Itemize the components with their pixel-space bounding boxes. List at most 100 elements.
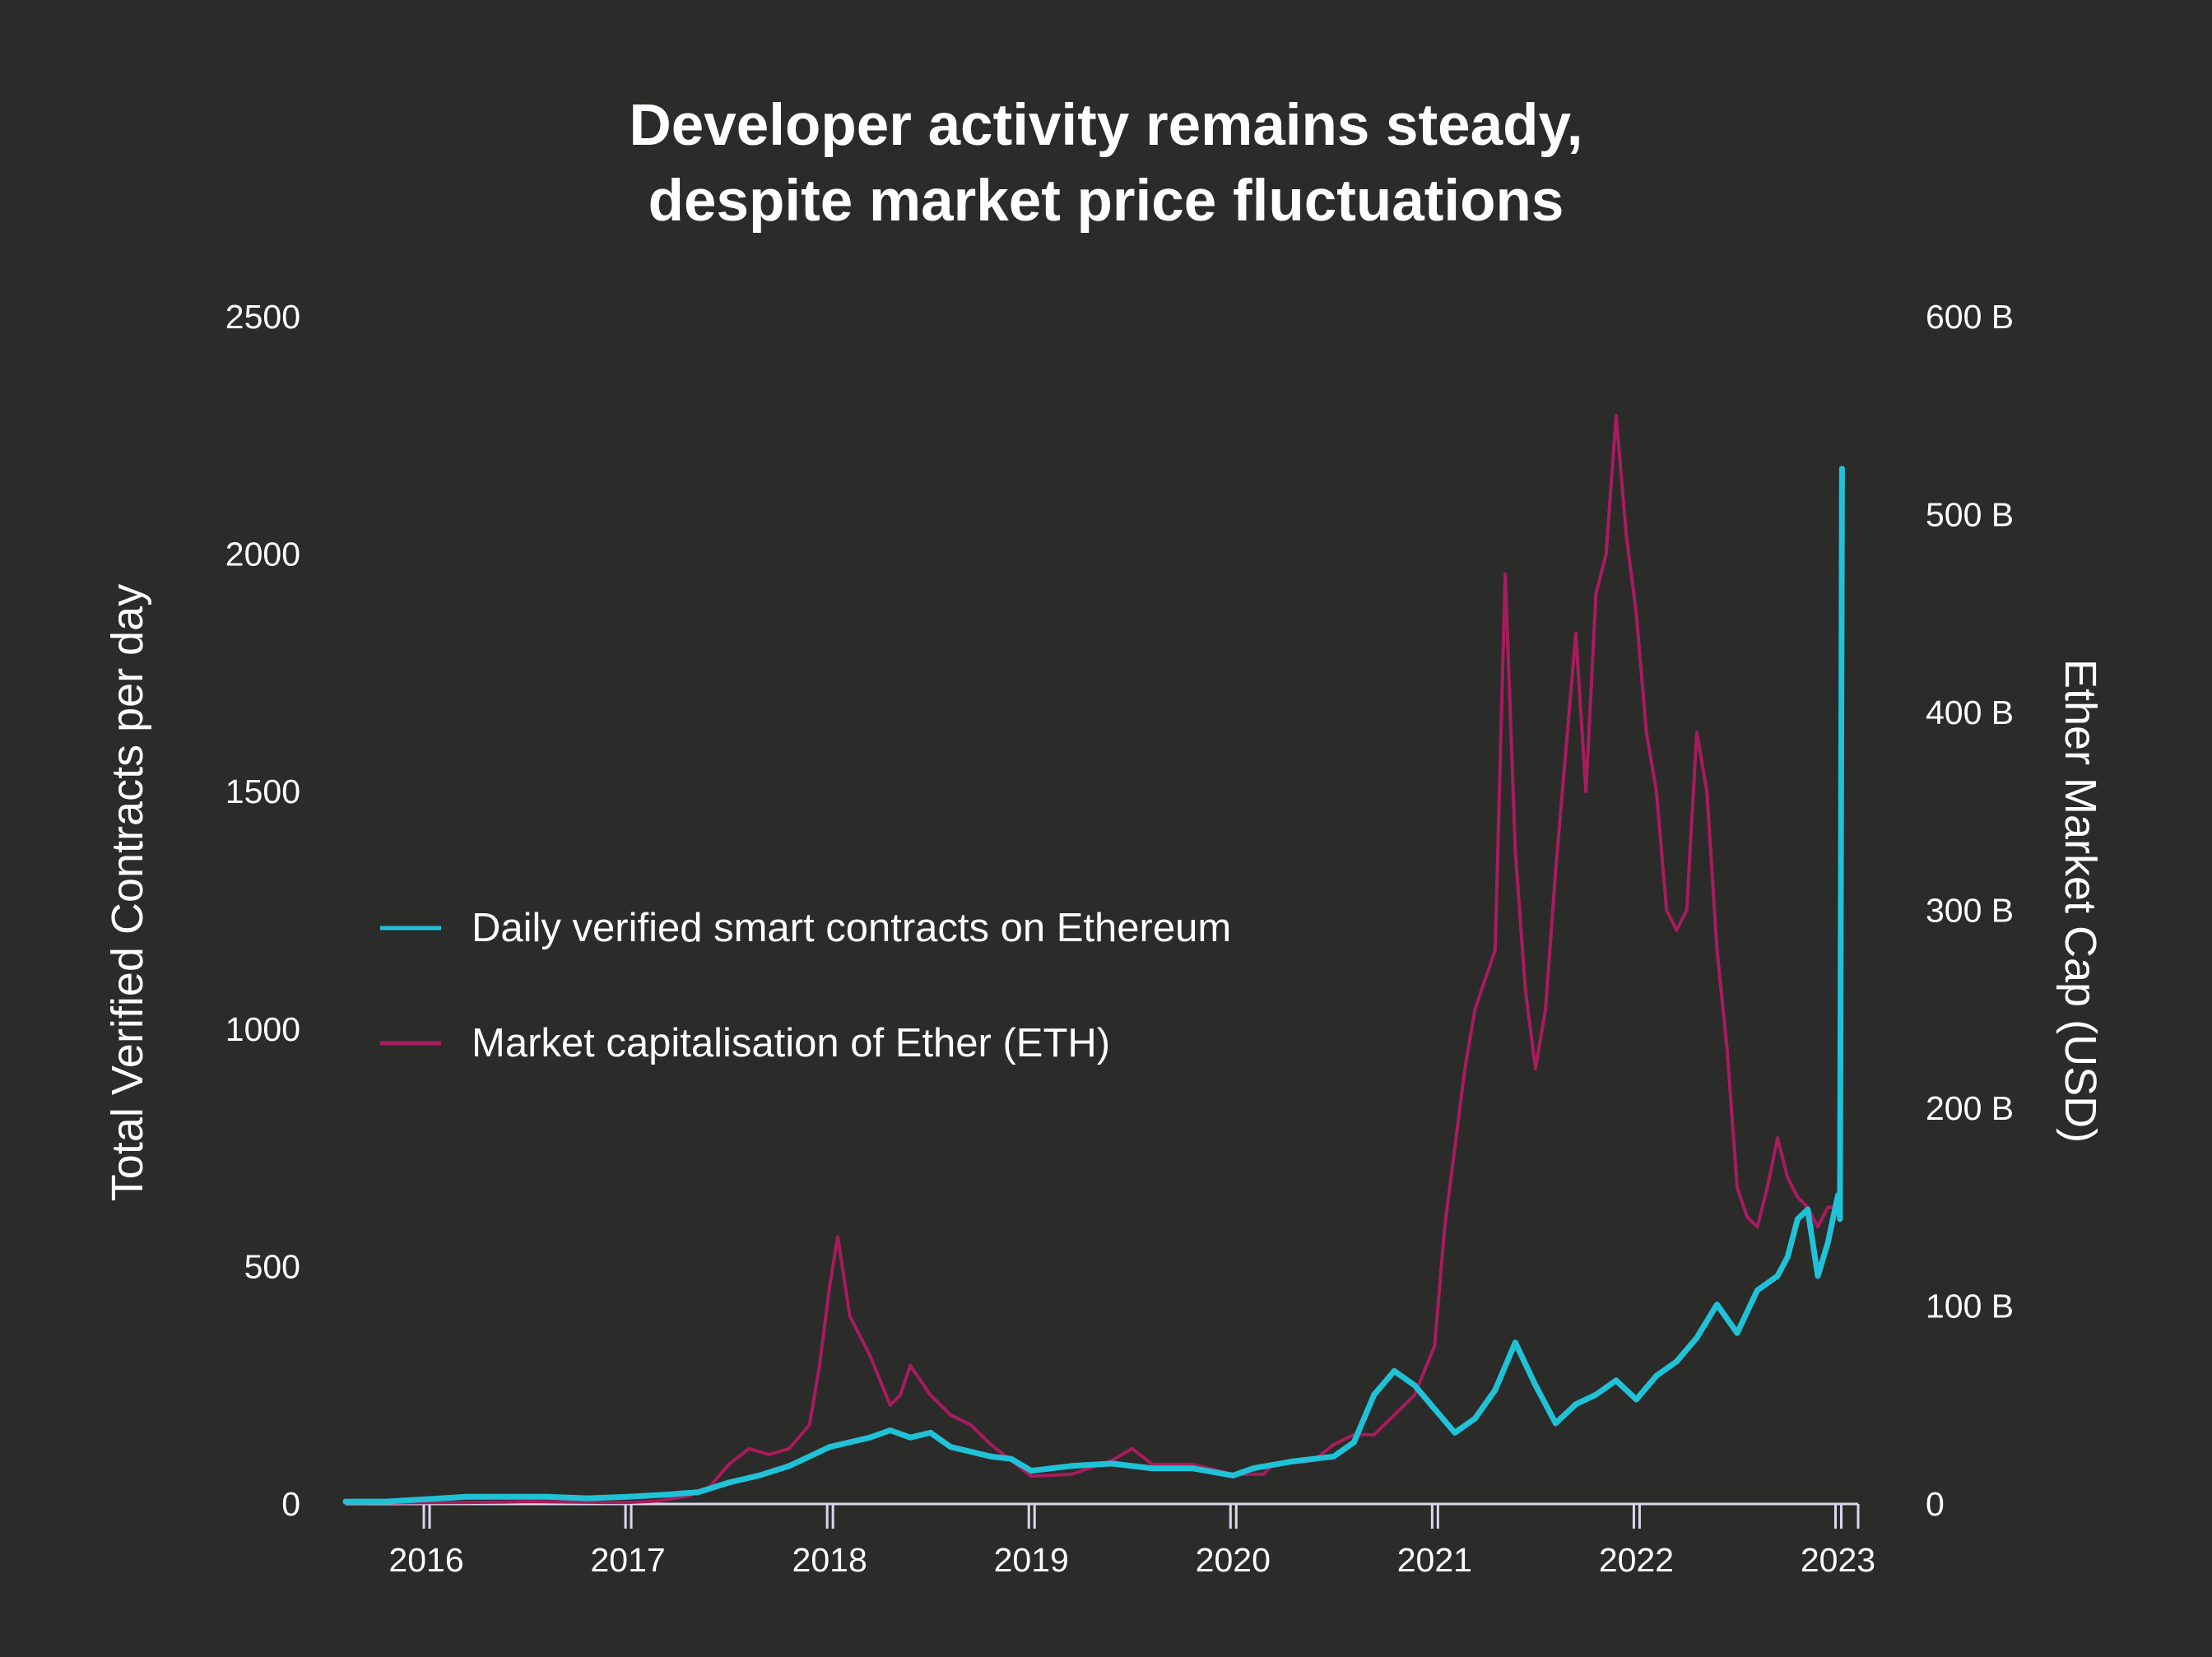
market-cap-point-61 (1614, 414, 1618, 418)
market-cap-point-16 (807, 1423, 811, 1427)
right-tick-label-0: 0 (1926, 1485, 1945, 1523)
contracts-point-41 (1512, 1339, 1518, 1346)
market-cap-point-44 (1412, 1393, 1416, 1397)
market-cap-point-79 (1796, 1195, 1800, 1200)
market-cap-point-28 (989, 1442, 993, 1446)
market-cap-point-81 (1816, 1225, 1819, 1229)
right-tick-label-4: 400 B (1926, 694, 2014, 731)
contracts-point-0 (342, 1498, 349, 1505)
market-cap-point-63 (1634, 611, 1638, 615)
market-cap-point-6 (565, 1500, 569, 1504)
market-cap-point-27 (969, 1423, 973, 1427)
contracts-point-6 (584, 1495, 591, 1502)
contracts-point-24 (1028, 1468, 1034, 1474)
contracts-point-2 (423, 1496, 430, 1502)
contracts-point-21 (968, 1449, 974, 1455)
contracts-point-22 (988, 1453, 994, 1460)
market-cap-point-3 (465, 1501, 468, 1505)
market-cap-point-69 (1694, 731, 1698, 734)
market-cap-point-82 (1826, 1205, 1830, 1209)
market-cap-point-13 (747, 1446, 751, 1450)
market-cap-point-72 (1725, 1047, 1729, 1051)
market-cap-point-76 (1765, 1186, 1769, 1190)
contracts-point-54 (1774, 1273, 1781, 1279)
contracts-point-61 (1837, 1216, 1843, 1223)
market-cap-point-58 (1584, 790, 1588, 794)
title-line-1: Developer activity remains steady, (630, 93, 1583, 158)
contracts-point-34 (1371, 1391, 1378, 1398)
contracts-point-18 (907, 1434, 913, 1441)
contracts-point-51 (1714, 1302, 1720, 1308)
contracts-point-57 (1805, 1206, 1811, 1213)
x-axis: 2016 2017 2018 2019 2020 2021 2022 2023 (346, 1502, 1875, 1579)
market-cap-point-47 (1452, 1146, 1457, 1150)
market-cap-point-78 (1786, 1176, 1790, 1180)
right-tick-label-2: 200 B (1926, 1089, 2014, 1127)
x-tick-label-4: 2020 (1196, 1541, 1271, 1579)
market-cap-point-22 (888, 1403, 892, 1407)
contracts-point-35 (1391, 1367, 1397, 1374)
market-cap-point-49 (1473, 1007, 1477, 1011)
contracts-point-17 (887, 1427, 894, 1433)
x-tick-label-0: 2016 (388, 1541, 463, 1579)
legend-label-contracts: Daily verified smart contracts on Ethere… (472, 906, 1231, 950)
market-cap-point-23 (898, 1393, 902, 1397)
market-cap-point-19 (836, 1235, 839, 1239)
market-cap-point-25 (928, 1393, 932, 1397)
market-cap-point-67 (1675, 928, 1679, 932)
contracts-point-19 (927, 1429, 934, 1436)
contracts-point-10 (726, 1479, 732, 1486)
market-cap-point-34 (1150, 1462, 1155, 1466)
market-cap-point-18 (828, 1284, 832, 1288)
market-cap-point-33 (1130, 1446, 1134, 1450)
contracts-point-55 (1784, 1254, 1791, 1260)
contracts-point-15 (847, 1439, 853, 1446)
market-cap-point-30 (1029, 1474, 1034, 1478)
market-cap-point-65 (1654, 790, 1658, 794)
x-tick-label-6: 2022 (1599, 1541, 1674, 1579)
market-cap-point-75 (1755, 1225, 1759, 1229)
legend-item-market-cap: Market capitalisation of Ether (ETH) (380, 1021, 1110, 1065)
contracts-point-43 (1552, 1420, 1559, 1427)
market-cap-point-74 (1745, 1215, 1750, 1219)
contracts-point-11 (755, 1472, 762, 1478)
right-axis-label: Ether Market Cap (USD) (2056, 659, 2105, 1143)
market-cap-point-53 (1523, 987, 1527, 991)
contracts-point-45 (1592, 1391, 1599, 1398)
market-cap-point-73 (1736, 1186, 1739, 1190)
market-cap-point-14 (767, 1452, 771, 1456)
market-cap-point-57 (1573, 631, 1578, 635)
market-cap-point-52 (1513, 849, 1517, 853)
contracts-point-46 (1613, 1377, 1620, 1384)
left-tick-label-0: 0 (281, 1485, 300, 1523)
market-cap-point-31 (1070, 1472, 1074, 1476)
contracts-point-12 (786, 1463, 792, 1469)
right-tick-label-1: 100 B (1926, 1288, 2014, 1325)
contracts-point-62 (1838, 466, 1845, 472)
chart-title: Developer activity remains steady, despi… (630, 93, 1583, 234)
market-cap-point-46 (1443, 1225, 1447, 1229)
market-cap-point-37 (1262, 1472, 1266, 1476)
market-cap-point-42 (1372, 1432, 1376, 1437)
x-tick-label-1: 2017 (590, 1541, 665, 1579)
market-cap-point-40 (1331, 1442, 1336, 1446)
market-cap-point-55 (1544, 1007, 1548, 1011)
market-cap-point-56 (1554, 869, 1558, 873)
market-cap-point-45 (1433, 1344, 1437, 1348)
left-axis-label: Total Verified Contracts per day (103, 584, 152, 1201)
legend-item-contracts: Daily verified smart contracts on Ethere… (380, 906, 1231, 950)
contracts-point-53 (1754, 1287, 1760, 1293)
contracts-point-5 (544, 1493, 551, 1500)
market-cap-point-60 (1604, 552, 1608, 556)
market-cap-point-50 (1493, 948, 1497, 952)
contracts-point-59 (1824, 1240, 1831, 1246)
contracts-point-7 (625, 1493, 631, 1500)
left-tick-label-2: 1000 (225, 1010, 300, 1048)
contracts-point-29 (1229, 1472, 1236, 1478)
market-cap-point-26 (949, 1413, 953, 1417)
x-tick-label-2: 2018 (792, 1541, 867, 1579)
series-layer (342, 414, 1845, 1505)
market-cap-point-48 (1463, 1066, 1467, 1070)
